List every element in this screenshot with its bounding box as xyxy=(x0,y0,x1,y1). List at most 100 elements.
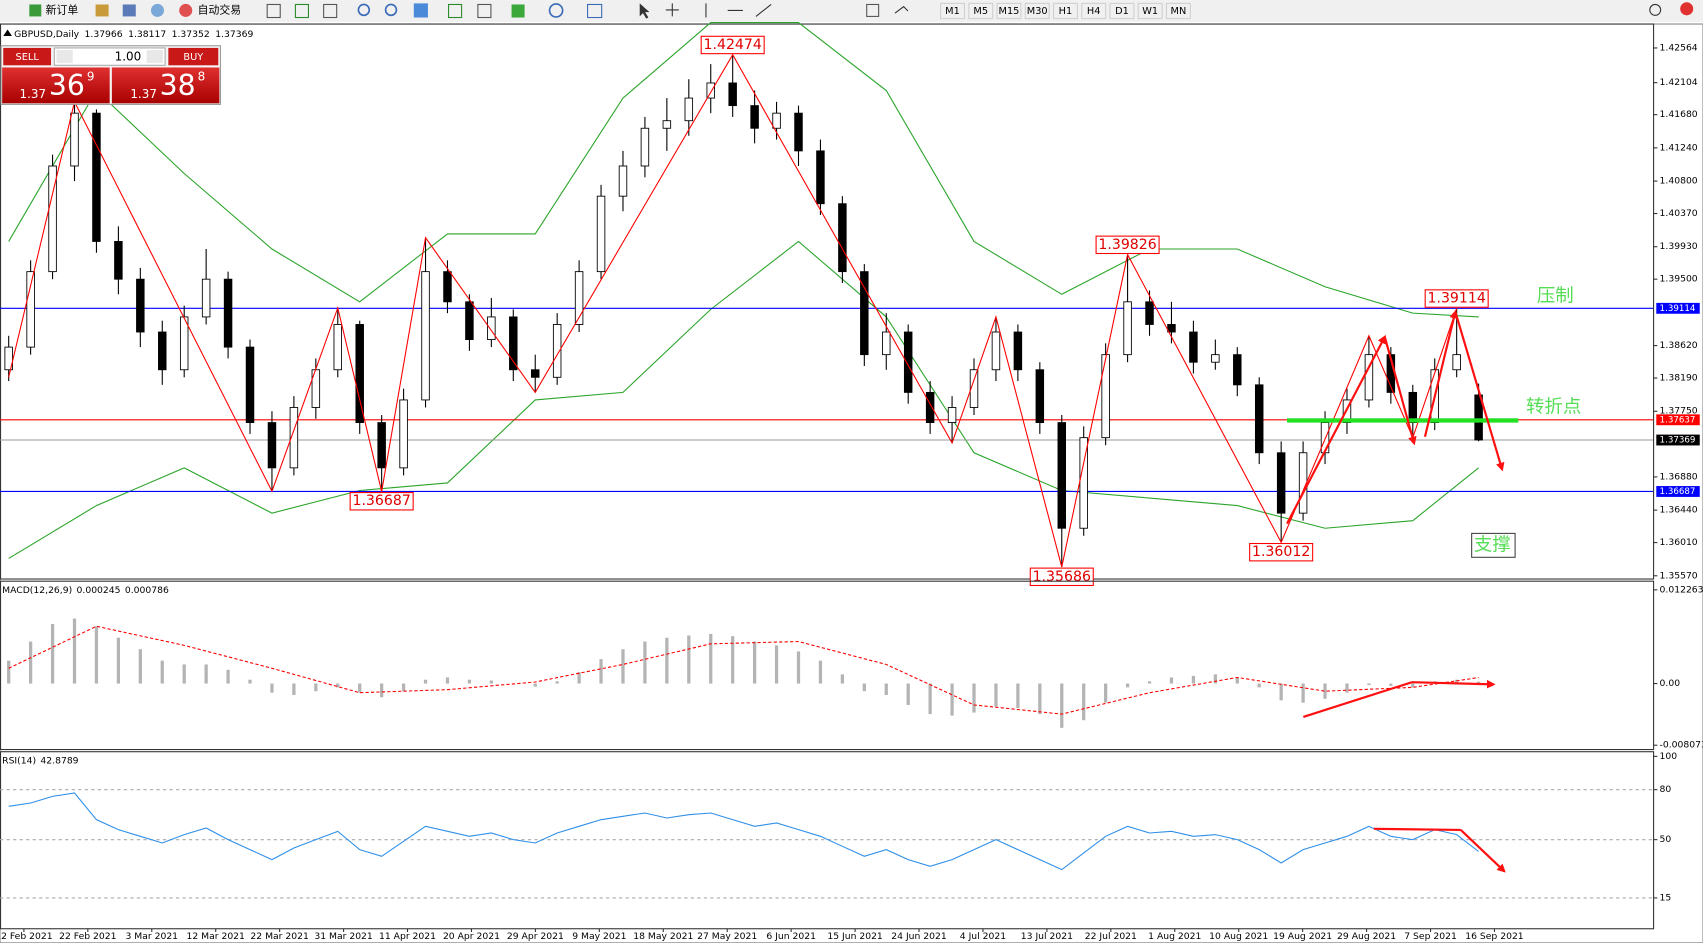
macd-bar xyxy=(555,681,559,684)
macd-bar xyxy=(358,683,362,693)
y-tick-label: 50 xyxy=(1660,834,1672,845)
candle-body xyxy=(267,422,277,469)
new-order-icon[interactable] xyxy=(29,4,42,17)
macd-bar xyxy=(423,679,428,684)
lot-value[interactable]: 1.00 xyxy=(115,50,142,64)
timeframe-label[interactable]: M5 xyxy=(973,6,988,17)
y-tick-label: 1.38620 xyxy=(1660,340,1698,351)
zoom-in-icon[interactable] xyxy=(357,3,371,17)
crosshair-icon[interactable] xyxy=(665,3,679,17)
macd-bar xyxy=(1279,683,1283,701)
macd-bar xyxy=(1411,683,1415,688)
header-value: 1.37369 xyxy=(215,28,253,39)
pivot-label: 1.35686 xyxy=(1033,569,1091,585)
lot-down[interactable] xyxy=(56,50,73,64)
timeframe-label[interactable]: M30 xyxy=(1027,6,1048,17)
ask-pips[interactable]: 38 xyxy=(160,69,196,102)
tool-icon[interactable] xyxy=(294,3,309,19)
bid-point[interactable]: 9 xyxy=(87,70,95,84)
timeframe-label[interactable]: H1 xyxy=(1059,6,1073,17)
arrow-icon[interactable] xyxy=(894,5,909,14)
lot-up[interactable] xyxy=(146,50,163,64)
macd-bar xyxy=(1235,677,1239,684)
buy-label[interactable]: BUY xyxy=(183,52,203,63)
y-tick-label: 1.39500 xyxy=(1660,274,1698,285)
level-label: 1.36687 xyxy=(1660,487,1696,497)
macd-bar xyxy=(1476,681,1481,684)
y-tick-label: 1.40800 xyxy=(1660,176,1698,187)
period-icon[interactable] xyxy=(548,3,564,18)
macd-bar xyxy=(752,641,757,684)
auto-trading[interactable]: 自动交易 xyxy=(198,2,241,16)
bid-pips[interactable]: 36 xyxy=(49,69,85,102)
macd-bar xyxy=(928,683,932,715)
cursor-icon[interactable] xyxy=(639,3,650,19)
timeframe-label[interactable]: M1 xyxy=(945,6,960,17)
x-tick-label: 7 Sep 2021 xyxy=(1404,931,1457,942)
timeframe-button[interactable] xyxy=(968,2,994,20)
candle-body xyxy=(947,407,957,424)
timeframe-label[interactable]: M15 xyxy=(999,6,1020,17)
candle-body xyxy=(969,369,979,408)
ask-box[interactable] xyxy=(111,67,220,104)
timeframe-label[interactable]: MN xyxy=(1171,6,1187,17)
bid-big[interactable]: 1.37 xyxy=(20,87,47,101)
indicator-header: RSI(14) 42.8789 xyxy=(2,755,79,766)
timeframe-button[interactable] xyxy=(1052,2,1078,20)
timeframe-button[interactable] xyxy=(996,2,1022,20)
lot-input[interactable] xyxy=(53,47,166,66)
trend-arrow xyxy=(1383,336,1417,446)
indicator-icon[interactable] xyxy=(511,4,525,18)
timeframe-label[interactable]: D1 xyxy=(1115,6,1129,17)
candle-body xyxy=(201,278,211,318)
timeframe-button[interactable] xyxy=(1024,2,1050,20)
sell-label[interactable]: SELL xyxy=(16,52,40,63)
bollinger-lower xyxy=(8,240,1479,559)
candle-body xyxy=(903,331,913,393)
new-order[interactable]: 新订单 xyxy=(46,2,79,16)
y-tick-label: 100 xyxy=(1660,751,1678,762)
timeframe-label[interactable]: H4 xyxy=(1087,6,1101,17)
macd-signal xyxy=(8,625,1479,715)
tool-icon[interactable] xyxy=(323,3,338,19)
tool-icon[interactable] xyxy=(448,3,463,19)
search-icon[interactable] xyxy=(1649,3,1662,16)
draw-icons[interactable] xyxy=(705,3,772,18)
buy-button[interactable] xyxy=(168,47,219,66)
level-box xyxy=(1656,302,1700,314)
ask-big[interactable]: 1.37 xyxy=(130,87,157,101)
auto-trading-icon[interactable] xyxy=(179,3,193,17)
macd-bar xyxy=(665,637,669,684)
tool-icon[interactable] xyxy=(150,3,165,17)
template-icon[interactable] xyxy=(587,3,603,19)
tool-icon[interactable] xyxy=(266,3,281,19)
tool-icon[interactable] xyxy=(95,4,109,17)
candle-body xyxy=(882,331,891,356)
macd-bar xyxy=(445,677,450,684)
timeframe-label[interactable]: W1 xyxy=(1142,6,1158,17)
macd-bar xyxy=(380,683,384,698)
timeframe-button[interactable] xyxy=(1081,2,1107,20)
tool-icon[interactable] xyxy=(413,3,428,18)
timeframe-button[interactable] xyxy=(1165,2,1191,20)
macd-bar xyxy=(226,669,230,684)
timeframe-button[interactable] xyxy=(940,2,965,20)
zoom-out-icon[interactable] xyxy=(384,3,398,17)
pivot-label-box xyxy=(700,35,765,55)
bid-box[interactable] xyxy=(2,67,110,104)
macd-bar xyxy=(489,680,493,684)
macd-bar xyxy=(1323,683,1327,699)
ask-point[interactable]: 8 xyxy=(198,70,206,84)
tool-icon[interactable] xyxy=(122,4,136,17)
zigzag xyxy=(8,53,1458,568)
notification-icon[interactable] xyxy=(1680,2,1694,16)
tool-icon[interactable] xyxy=(477,3,492,19)
sell-button[interactable] xyxy=(3,47,52,66)
text-icon[interactable] xyxy=(866,3,880,17)
y-tick-label: 0.00 xyxy=(1660,678,1681,689)
candle-body xyxy=(1035,369,1045,424)
timeframe-button[interactable] xyxy=(1137,2,1163,20)
hand-drawings xyxy=(1286,309,1519,873)
timeframe-button[interactable] xyxy=(1109,2,1135,20)
x-tick-label: 13 Jul 2021 xyxy=(1021,931,1073,942)
